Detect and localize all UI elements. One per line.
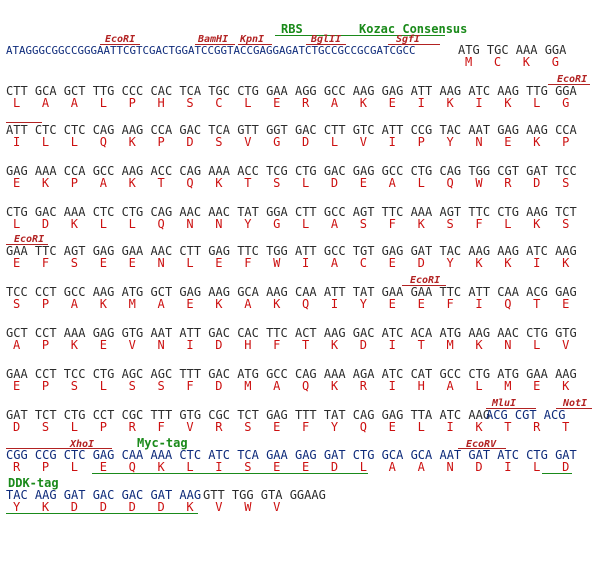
ecori-line-leader xyxy=(100,44,140,45)
ecorv-line xyxy=(458,448,506,449)
translation-row: L D K L L Q N N Y G L A S F K S F L K S xyxy=(13,217,570,231)
kpni-line xyxy=(238,44,272,45)
xhoi-label: XhoI xyxy=(70,439,95,450)
sgfi-label: SgfI xyxy=(396,34,421,45)
myc-tag-label: Myc-tag xyxy=(137,436,188,450)
sequence-row: GAA TTC AGT GAG GAA AAC CTT GAG TTC TGG … xyxy=(6,244,577,258)
bglii-line xyxy=(306,44,346,45)
sequence-row-tail: GTT TGG GTA GGAAG xyxy=(203,488,326,502)
translation-row: E P S L S S F D M A Q K R I H A L M E K xyxy=(13,379,570,393)
leader-sequence: ATAGGGCGGCCGGGAATTCGTCGACTGGATCCGGTACCGA… xyxy=(6,44,416,57)
ecori-line-row5 xyxy=(6,244,48,245)
noti-line xyxy=(556,408,592,409)
rbs-line xyxy=(275,35,345,36)
ddk-tag-underline-start xyxy=(542,473,572,474)
ddk-tag-label: DDK-tag xyxy=(8,476,59,490)
sequence-row: CTG GAC AAA CTC CTG CAG AAC AAC TAT GGA … xyxy=(6,205,577,219)
sequence-row: TAC AAG GAT GAC GAC GAT AAG xyxy=(6,488,202,502)
start-aa: M C K G xyxy=(465,55,559,69)
translation-row: R P L E Q K L I S E E D L A A N D I L D xyxy=(13,460,570,474)
kpni-label: KpnI xyxy=(240,34,265,45)
translation-row: D S L P R F V R S E F Y Q E L I K T R T xyxy=(13,420,570,434)
ecori-line-row6 xyxy=(402,285,446,286)
sequence-row: ATT CTC CTC CAG AAG CCA GAC TCA GTT GGT … xyxy=(6,123,577,137)
rbs-label: RBS xyxy=(281,22,303,36)
translation-row: I L L Q K P D S V G D L V I P Y N E K P xyxy=(13,135,570,149)
sequence-row-tail: ACG CGT ACG xyxy=(486,408,566,422)
ecori-line-row1 xyxy=(548,84,590,85)
translation-row: E F S E E N L E F W I A C E D Y K K I K xyxy=(13,256,570,270)
sgfi-line xyxy=(388,44,440,45)
ecori-label-leader: EcoRI xyxy=(105,34,136,45)
ddk-tag-underline xyxy=(6,513,198,514)
bamhi-label: BamHI xyxy=(198,34,229,45)
sequence-row: CGG CCG CTC GAG CAA AAA CTC ATC TCA GAA … xyxy=(6,448,577,462)
ecori-label-row5: EcoRI xyxy=(14,234,45,245)
bglii-label: BglII xyxy=(311,34,342,45)
xhoi-line xyxy=(6,448,112,449)
translation-row: Y K D D D D K V W V xyxy=(13,500,281,514)
sequence-row: GCT CCT AAA GAG GTG AAT ATT GAC CAC TTC … xyxy=(6,326,577,340)
translation-row: E K P A K T Q K T S L D E A L Q W R D S xyxy=(13,176,570,190)
sequence-row: GAT TCT CTG CCT CGC TTT GTG CGC TCT GAG … xyxy=(6,408,491,422)
ecori-line-row2 xyxy=(6,122,42,123)
noti-label: NotI xyxy=(563,398,588,409)
translation-row: L A A L P H S C L E R A K E I K I K L G xyxy=(13,96,570,110)
myc-tag-underline xyxy=(92,473,368,474)
kozac-line xyxy=(345,35,445,36)
sequence-row: CTT GCA GCT TTG CCC CAC TCA TGC CTG GAA … xyxy=(6,84,577,98)
sequence-row: GAA CCT TCC CTG AGC AGC TTT GAC ATG GCC … xyxy=(6,367,577,381)
ecorv-label: EcoRV xyxy=(466,439,497,450)
bamhi-line xyxy=(195,44,235,45)
mlui-line xyxy=(486,408,536,409)
sequence-row: TCC CCT GCC AAG ATG GCT GAG AAG GCA AAG … xyxy=(6,285,577,299)
mlui-label: MluI xyxy=(492,398,517,409)
start-codons: ATG TGC AAA GGA xyxy=(458,43,567,57)
translation-row: S P A K M A E K A K Q I Y E E F I Q T E xyxy=(13,297,570,311)
ecori-label-row1: EcoRI xyxy=(557,74,588,85)
translation-row: A P K E V N I D H F T K D I T M K N L V xyxy=(13,338,570,352)
sequence-row: GAG AAA CCA GCC AAG ACC CAG AAA ACC TCG … xyxy=(6,164,577,178)
ecori-label-row6: EcoRI xyxy=(410,275,441,286)
kozac-label: Kozac Consensus xyxy=(359,22,468,36)
